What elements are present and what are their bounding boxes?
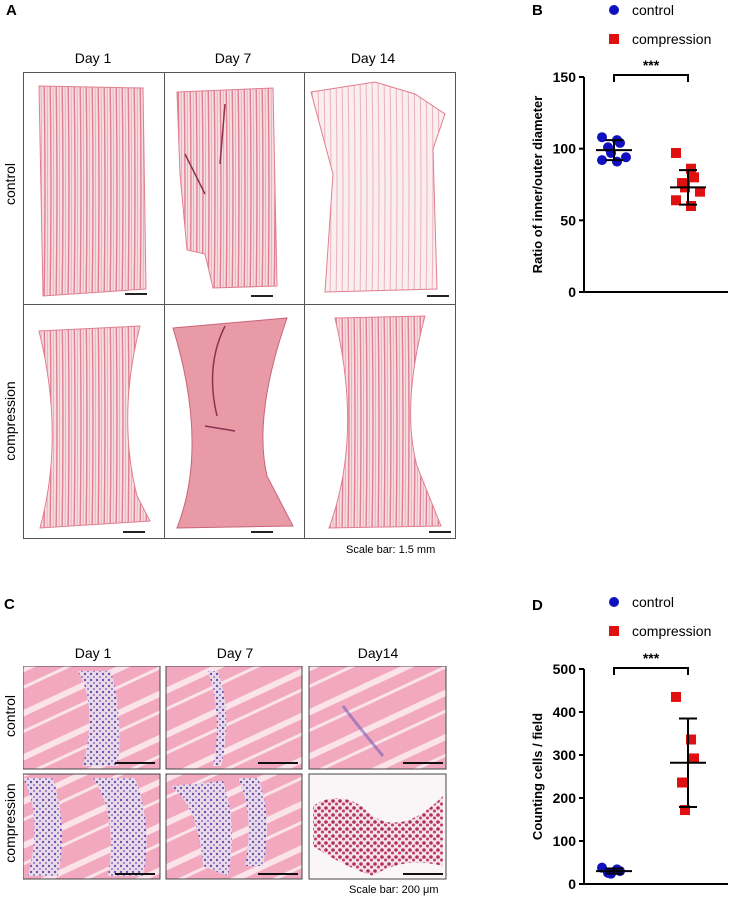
d-significance-bracket <box>613 667 689 675</box>
d-legend-marker-control <box>609 597 619 607</box>
panel-c-row-compression: compression <box>2 783 18 863</box>
panel-c-label: C <box>4 596 15 613</box>
d-legend-marker-compression <box>609 626 619 636</box>
d-legend-label-compression: compression <box>632 623 711 639</box>
panel-d-label: D <box>532 597 543 614</box>
d-point-compression-3 <box>677 777 687 788</box>
d-y-tick-label-100: 100 <box>553 833 577 849</box>
panel-c-col-day1: Day 1 <box>74 645 112 661</box>
panel-a-row-compression: compression <box>2 381 18 461</box>
d-point-compression-4 <box>680 805 690 816</box>
b-point-compression-7 <box>686 201 696 211</box>
panel-a-col-day1: Day 1 <box>74 50 112 66</box>
micrograph-compression-day14 <box>305 306 455 538</box>
b-legend-marker-compression <box>609 34 619 44</box>
b-point-control-0 <box>597 132 607 143</box>
micrograph-c-compression-day14 <box>308 773 447 880</box>
panel-c-row-control: control <box>2 694 18 738</box>
b-y-tick-label-0: 0 <box>568 284 576 300</box>
b-legend-label-compression: compression <box>632 31 711 47</box>
micrograph-control-day7 <box>165 74 304 304</box>
b-legend-label-control: control <box>632 2 674 18</box>
d-y-tick-label-500: 500 <box>553 661 577 677</box>
panel-c-col-day7: Day 7 <box>216 645 254 661</box>
panel-a-row-control: control <box>2 162 18 206</box>
d-point-compression-1 <box>686 734 696 745</box>
b-point-compression-0 <box>671 147 681 158</box>
d-point-compression-2 <box>689 753 699 764</box>
micrograph-c-control-day7 <box>165 666 303 770</box>
panel-a-col-day14: Day 14 <box>350 50 396 66</box>
panel-c-image-grid <box>23 666 447 880</box>
d-y-tick-label-400: 400 <box>553 704 577 720</box>
d-y-axis-label: Counting cells / field <box>530 713 545 840</box>
b-legend-marker-control <box>609 5 619 15</box>
d-legend-label-control: control <box>632 594 674 610</box>
b-point-compression-6 <box>671 195 681 206</box>
d-y-tick-label-0: 0 <box>568 876 576 892</box>
panel-a-label: A <box>6 2 17 19</box>
b-point-compression-1 <box>686 163 696 174</box>
b-significance-label: *** <box>643 57 660 73</box>
b-y-axis-label: Ratio of inner/outer diameter <box>530 96 545 274</box>
chart-b: control compression 0 50 100 150 Ratio of inne… <box>530 2 728 300</box>
panel-a-col-day7: Day 7 <box>214 50 252 66</box>
d-significance-label: *** <box>643 650 660 666</box>
b-y-tick-label-50: 50 <box>560 212 576 228</box>
micrograph-control-day1 <box>25 74 164 304</box>
d-y-tick-label-300: 300 <box>553 747 577 763</box>
panel-c-scale-bar-caption: Scale bar: 200 μm <box>349 884 439 896</box>
panel-a-scale-bar-caption: Scale bar: 1.5 mm <box>346 544 436 556</box>
micrograph-compression-day1 <box>25 306 164 538</box>
micrograph-control-day14 <box>305 74 455 304</box>
micrograph-c-compression-day1 <box>23 773 161 880</box>
micrograph-c-compression-day7 <box>165 773 303 880</box>
b-y-tick-label-100: 100 <box>553 141 577 157</box>
micrograph-c-control-day1 <box>23 666 161 770</box>
b-significance-bracket <box>613 74 689 82</box>
panel-a-image-grid <box>23 72 456 539</box>
d-y-tick-label-200: 200 <box>553 790 577 806</box>
b-point-control-5 <box>621 152 631 163</box>
panel-c-col-day14: Day14 <box>357 645 399 661</box>
panel-b-label: B <box>532 2 543 19</box>
b-point-compression-5 <box>695 186 705 197</box>
micrograph-compression-day7 <box>165 306 304 538</box>
d-point-compression-0 <box>671 691 681 702</box>
b-point-compression-2 <box>689 172 699 183</box>
micrograph-c-control-day14 <box>308 666 447 770</box>
b-point-control-6 <box>597 155 607 166</box>
chart-d: control compression 0 100 200 300 400 500 Counti… <box>530 594 728 892</box>
b-y-tick-label-150: 150 <box>553 69 577 85</box>
